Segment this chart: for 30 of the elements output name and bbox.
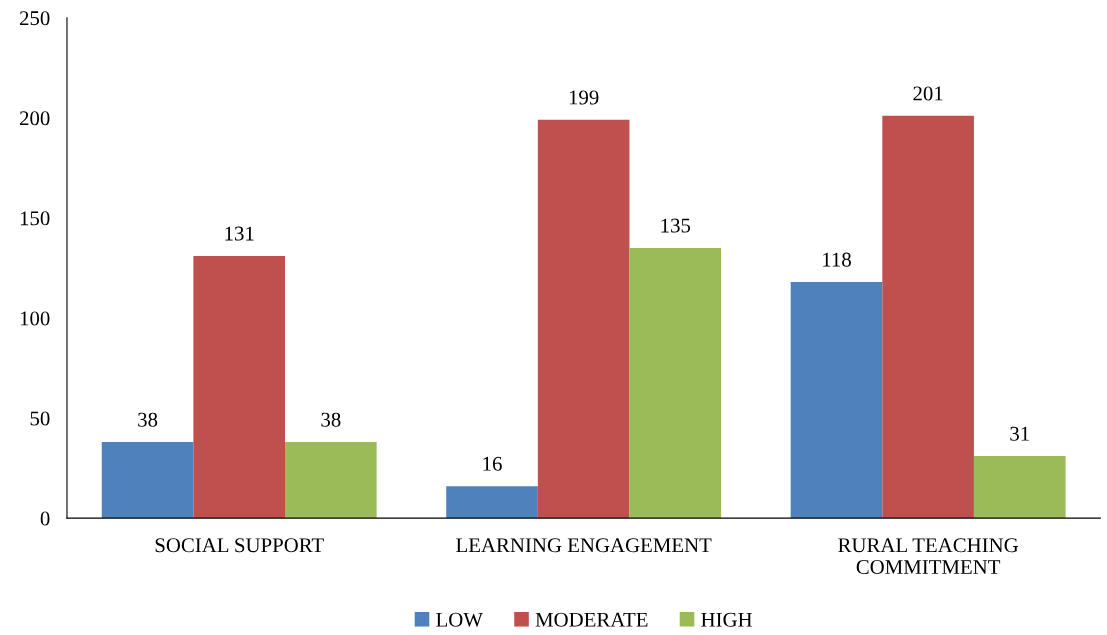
bar [101, 442, 194, 519]
bar [882, 115, 974, 519]
data-label: 38 [138, 412, 158, 427]
x-tick-label: RURAL TEACHING COMMITMENT [838, 538, 1019, 575]
bar [629, 247, 722, 519]
x-tick-label: LEARNING ENGAGEMENT [456, 538, 712, 553]
y-tick-label: 100 [20, 311, 50, 326]
data-label: 131 [225, 226, 254, 241]
bar [446, 486, 538, 519]
legend-label: LOW [436, 612, 483, 627]
bar [193, 255, 286, 519]
data-label: 38 [321, 412, 341, 427]
bar [537, 119, 630, 519]
x-tick-label: SOCIAL SUPPORT [155, 538, 324, 553]
y-tick-label: 200 [19, 111, 50, 126]
data-label: 16 [483, 456, 502, 471]
bar [790, 281, 883, 519]
data-label: 201 [913, 86, 943, 101]
y-tick-label: 250 [19, 11, 50, 26]
legend-label: MODERATE [535, 612, 648, 627]
y-tick-label: 50 [30, 411, 50, 426]
bar [973, 456, 1066, 519]
data-label: 118 [823, 252, 851, 267]
data-label: 199 [569, 90, 599, 105]
bar [285, 442, 377, 519]
y-tick-label: 150 [20, 211, 50, 226]
legend-label: HIGH [701, 612, 753, 627]
data-label: 135 [661, 218, 691, 233]
y-tick-label: 0 [40, 511, 50, 526]
data-label: 31 [1010, 426, 1029, 441]
